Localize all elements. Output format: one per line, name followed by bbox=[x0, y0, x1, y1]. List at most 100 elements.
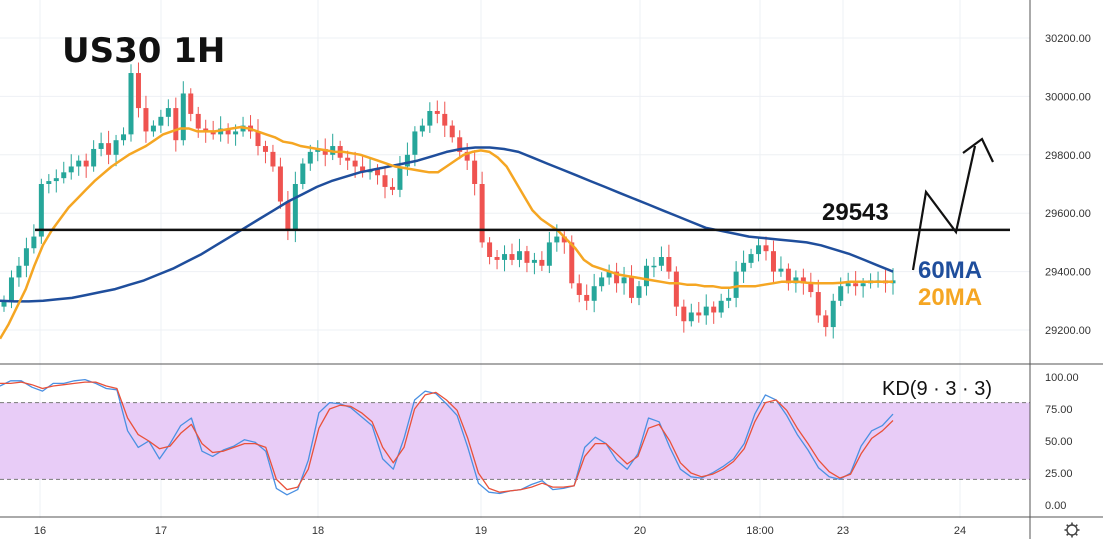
candle-body bbox=[292, 184, 298, 231]
candle-body bbox=[741, 262, 747, 272]
candle-body bbox=[360, 166, 366, 173]
candle-body bbox=[614, 271, 620, 284]
candle-body bbox=[76, 160, 82, 167]
candle-body bbox=[285, 201, 291, 231]
candle-body bbox=[621, 277, 627, 284]
candle-body bbox=[599, 277, 605, 287]
candle-body bbox=[643, 265, 649, 287]
gear-icon-tooth bbox=[1066, 532, 1070, 536]
candle-body bbox=[591, 286, 597, 301]
gear-icon-tooth bbox=[1074, 524, 1078, 528]
candle-body bbox=[98, 143, 104, 149]
candle-body bbox=[61, 172, 67, 179]
candle-body bbox=[838, 286, 844, 301]
candle-body bbox=[531, 259, 537, 263]
price-tick-label: 30000.00 bbox=[1045, 91, 1091, 103]
candle-body bbox=[143, 108, 149, 132]
candle-body bbox=[434, 111, 440, 114]
ma20-label: 20MA bbox=[918, 284, 982, 311]
candle-body bbox=[165, 108, 171, 117]
time-tick-label: 19 bbox=[475, 525, 487, 537]
price-tick-label: 29400.00 bbox=[1045, 267, 1091, 279]
candle-body bbox=[793, 277, 799, 284]
candle-body bbox=[53, 178, 59, 182]
ma20-line bbox=[0, 125, 893, 340]
candle-body bbox=[808, 283, 814, 293]
candle-body bbox=[188, 93, 194, 114]
candle-body bbox=[158, 116, 164, 126]
candle-body bbox=[412, 131, 418, 155]
candle-body bbox=[1, 300, 7, 307]
candle-body bbox=[121, 134, 127, 141]
time-tick-label: 16 bbox=[34, 525, 46, 537]
candle-body bbox=[46, 181, 52, 184]
candle-body bbox=[38, 184, 44, 237]
level-label: 29543 bbox=[822, 199, 889, 226]
candle-body bbox=[524, 251, 530, 263]
candle-body bbox=[322, 148, 328, 155]
candle-body bbox=[509, 254, 515, 260]
candle-body bbox=[464, 151, 470, 161]
candle-body bbox=[681, 306, 687, 322]
candle-body bbox=[770, 251, 776, 272]
candle-body bbox=[763, 245, 769, 252]
candle-body bbox=[845, 283, 851, 287]
candle-body bbox=[382, 175, 388, 187]
candle-body bbox=[173, 108, 179, 141]
candle-body bbox=[262, 146, 268, 152]
candle-body bbox=[658, 257, 664, 266]
candle-body bbox=[479, 184, 485, 243]
candle-body bbox=[23, 248, 29, 266]
candle-body bbox=[576, 283, 582, 295]
candle-body bbox=[419, 125, 425, 132]
price-tick-label: 29600.00 bbox=[1045, 208, 1091, 220]
candle-body bbox=[180, 93, 186, 141]
candle-body bbox=[539, 259, 545, 266]
time-tick-label: 20 bbox=[634, 525, 646, 537]
candle-body bbox=[853, 283, 859, 287]
price-tick-label: 29800.00 bbox=[1045, 150, 1091, 162]
candle-body bbox=[860, 283, 866, 287]
candle-body bbox=[502, 254, 508, 260]
candle-body bbox=[270, 151, 276, 167]
candle-body bbox=[31, 236, 37, 249]
ma60-label: 60MA bbox=[918, 257, 982, 284]
candle-body bbox=[472, 160, 478, 184]
candle-body bbox=[494, 257, 500, 260]
gear-icon[interactable] bbox=[1064, 522, 1080, 538]
candle-body bbox=[404, 154, 410, 167]
candle-body bbox=[233, 131, 239, 135]
candle-body bbox=[375, 169, 381, 176]
candle-body bbox=[815, 292, 821, 316]
candle-body bbox=[823, 315, 829, 328]
candle-body bbox=[688, 312, 694, 322]
candle-body bbox=[651, 265, 657, 268]
time-tick-label: 18 bbox=[312, 525, 324, 537]
candle-body bbox=[210, 131, 216, 135]
kd-tick-label: 100.00 bbox=[1045, 372, 1079, 384]
candle-body bbox=[150, 125, 156, 132]
candle-body bbox=[546, 242, 552, 266]
candle-body bbox=[696, 312, 702, 316]
candle-body bbox=[68, 166, 74, 173]
candle-body bbox=[606, 271, 612, 278]
candle-body bbox=[83, 160, 89, 167]
candle-body bbox=[718, 300, 724, 313]
candle-body bbox=[449, 125, 455, 138]
candle-body bbox=[569, 242, 575, 284]
candle-body bbox=[785, 268, 791, 284]
candle-body bbox=[195, 113, 201, 129]
time-tick-label: 18:00 bbox=[746, 525, 774, 537]
candle-body bbox=[91, 148, 97, 167]
candle-body bbox=[726, 297, 732, 301]
candle-body bbox=[300, 163, 306, 184]
kd-tick-label: 75.00 bbox=[1045, 404, 1073, 416]
candle-body bbox=[389, 186, 395, 190]
candle-body bbox=[345, 157, 351, 161]
candle-body bbox=[487, 242, 493, 257]
candle-body bbox=[8, 277, 14, 301]
chart-title: US30 1H bbox=[62, 31, 225, 71]
candle-body bbox=[830, 300, 836, 328]
